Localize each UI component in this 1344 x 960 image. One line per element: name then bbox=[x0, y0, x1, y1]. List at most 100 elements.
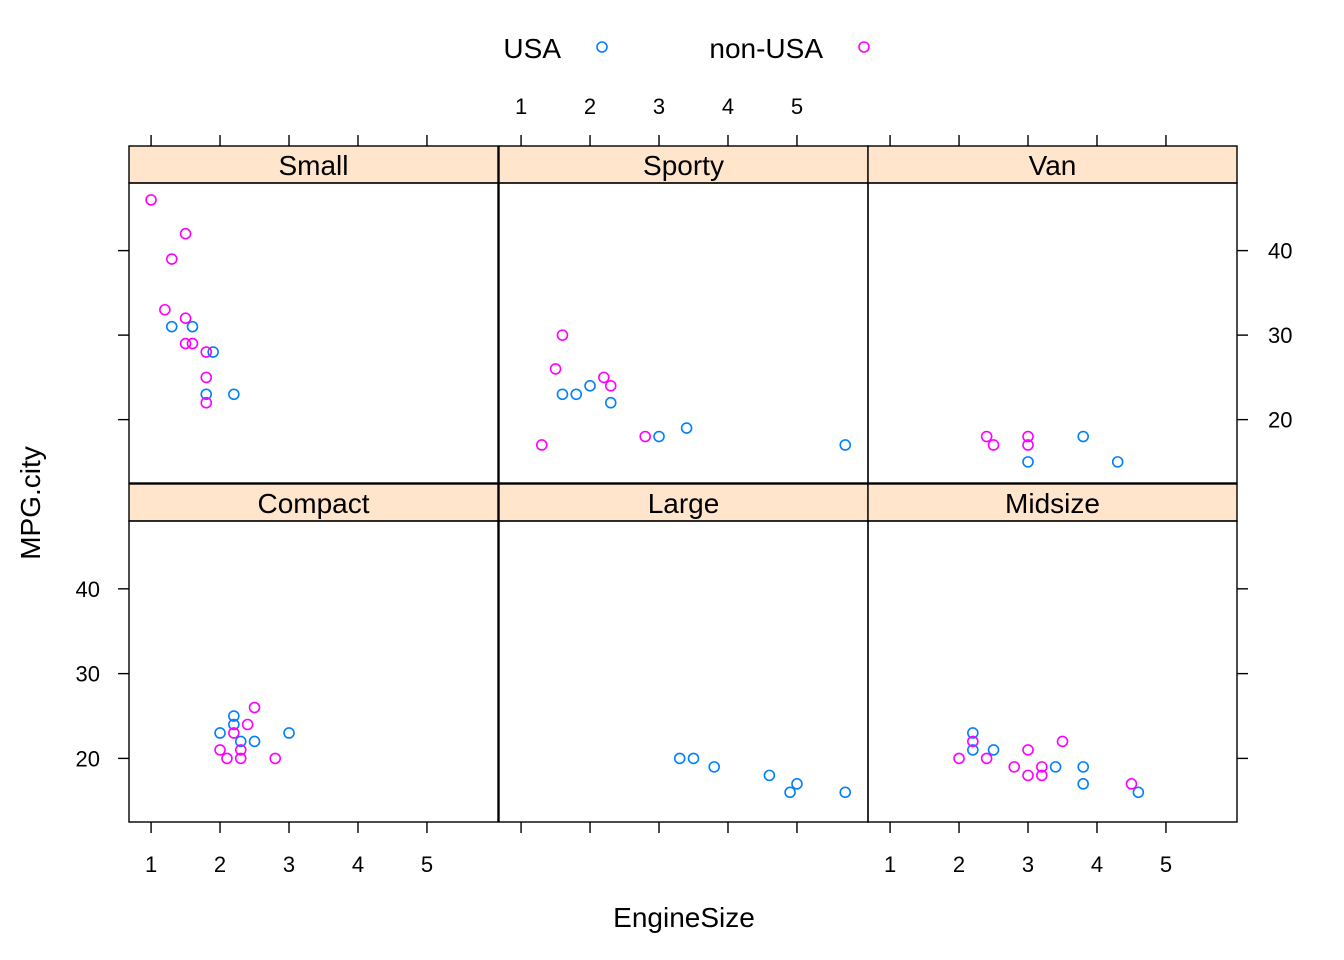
data-point bbox=[269, 752, 282, 765]
data-point bbox=[200, 388, 213, 401]
strip-label: Van bbox=[1029, 150, 1077, 181]
data-point bbox=[1077, 430, 1089, 443]
data-point bbox=[763, 769, 776, 782]
data-point bbox=[1111, 456, 1124, 468]
data-point bbox=[228, 727, 240, 739]
data-point bbox=[159, 303, 171, 316]
data-point bbox=[228, 718, 240, 731]
strip-label: Midsize bbox=[1005, 488, 1100, 519]
panel-frame bbox=[867, 182, 1238, 484]
data-point bbox=[179, 312, 192, 325]
legend-label-non-usa: non-USA bbox=[709, 33, 823, 64]
x-tick-label: 4 bbox=[1091, 852, 1103, 877]
x-tick-label: 4 bbox=[352, 852, 364, 877]
panel-frame bbox=[498, 520, 869, 823]
x-tick-label: 3 bbox=[283, 852, 295, 877]
data-point bbox=[680, 422, 693, 434]
data-point bbox=[165, 320, 178, 333]
x-tick-label: 1 bbox=[884, 852, 896, 877]
data-point bbox=[1125, 778, 1138, 790]
y-tick-label: 40 bbox=[76, 577, 100, 602]
data-point bbox=[221, 752, 233, 765]
strip-label: Sporty bbox=[643, 150, 724, 181]
data-point bbox=[200, 396, 213, 409]
data-point bbox=[791, 778, 803, 790]
data-point bbox=[639, 430, 652, 443]
data-point bbox=[1022, 744, 1034, 756]
data-point bbox=[1036, 769, 1048, 782]
data-point bbox=[556, 388, 569, 401]
x-tick-label: 1 bbox=[145, 852, 157, 877]
legend-label-usa: USA bbox=[503, 33, 561, 64]
panel-frame bbox=[498, 182, 869, 484]
panel-large: Large bbox=[498, 483, 869, 823]
panel-compact: Compact bbox=[128, 483, 499, 823]
data-point bbox=[708, 761, 720, 773]
x-tick-label: 2 bbox=[953, 852, 965, 877]
data-point bbox=[839, 786, 852, 799]
data-point bbox=[186, 337, 199, 350]
strip-label: Large bbox=[648, 488, 720, 519]
panel-sporty: Sporty bbox=[498, 145, 869, 484]
data-point bbox=[598, 371, 610, 384]
panel-small: Small bbox=[128, 145, 499, 484]
data-point bbox=[784, 786, 796, 799]
strip-large bbox=[498, 483, 869, 522]
data-point bbox=[1022, 430, 1034, 443]
data-point bbox=[200, 371, 213, 384]
data-point bbox=[179, 227, 192, 240]
strip-label: Small bbox=[278, 150, 348, 181]
strip-compact bbox=[128, 483, 499, 522]
panel-frame bbox=[128, 520, 499, 823]
data-point bbox=[1008, 761, 1021, 773]
data-point bbox=[283, 727, 295, 739]
axes: 1 2 3 4 5 1 2 3 4 5 1 2 3 4 5 20 30 40 20 30 40 bbox=[76, 94, 1293, 877]
data-point bbox=[987, 744, 1000, 756]
data-point bbox=[179, 337, 192, 350]
x-tick-label-top: 3 bbox=[653, 94, 665, 119]
legend-marker-non-usa bbox=[858, 41, 870, 53]
data-point bbox=[673, 752, 686, 765]
x-tick-label-top: 2 bbox=[584, 94, 596, 119]
panel-frame bbox=[867, 520, 1238, 823]
y-tick-label: 30 bbox=[76, 662, 100, 687]
data-point bbox=[1049, 761, 1062, 773]
data-point bbox=[953, 752, 965, 765]
x-tick-label: 3 bbox=[1022, 852, 1034, 877]
data-point bbox=[980, 430, 993, 443]
data-point bbox=[1077, 778, 1089, 790]
y-tick-label-right: 20 bbox=[1268, 408, 1292, 433]
x-tick-label: 2 bbox=[214, 852, 226, 877]
x-tick-label-top: 5 bbox=[791, 94, 803, 119]
data-point bbox=[1036, 761, 1048, 773]
x-tick-label-top: 4 bbox=[722, 94, 734, 119]
data-point bbox=[1022, 439, 1034, 451]
data-point bbox=[987, 439, 1000, 451]
data-point bbox=[604, 396, 617, 409]
panels: Small Sporty Van Compact Large Midsize 1 2 3 4 5 1 2… bbox=[76, 94, 1293, 877]
panel-frame bbox=[128, 182, 499, 484]
strip-small bbox=[128, 145, 499, 184]
data-point bbox=[186, 320, 199, 333]
data-point bbox=[234, 735, 247, 748]
data-point bbox=[549, 363, 562, 375]
panel-van: Van bbox=[867, 145, 1238, 484]
legend-marker-usa bbox=[596, 41, 608, 53]
data-point bbox=[214, 727, 226, 739]
data-point bbox=[228, 710, 240, 722]
data-point bbox=[839, 439, 852, 451]
data-point bbox=[535, 439, 548, 451]
x-tick-label-top: 1 bbox=[515, 94, 527, 119]
data-point bbox=[687, 752, 700, 765]
data-point bbox=[967, 744, 979, 756]
data-point bbox=[653, 430, 665, 443]
data-point bbox=[207, 346, 219, 358]
data-point bbox=[1077, 761, 1089, 773]
data-point bbox=[241, 718, 254, 731]
x-tick-label: 5 bbox=[421, 852, 433, 877]
x-axis-title: EngineSize bbox=[613, 902, 755, 933]
data-point bbox=[556, 329, 569, 341]
strip-midsize bbox=[867, 483, 1238, 522]
data-point bbox=[1132, 786, 1145, 799]
